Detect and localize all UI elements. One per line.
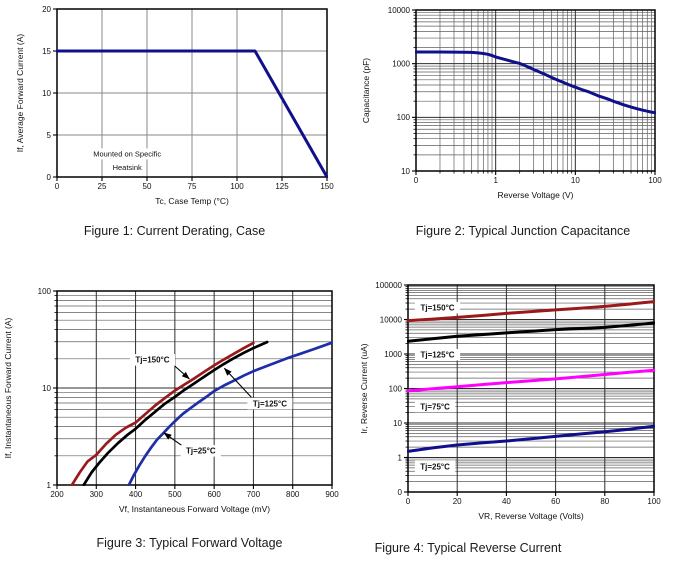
svg-text:Tj=150°C: Tj=150°C xyxy=(420,304,454,313)
svg-text:75: 75 xyxy=(188,182,197,191)
svg-text:Mounted on Specific: Mounted on Specific xyxy=(93,150,161,159)
svg-text:10: 10 xyxy=(571,176,580,185)
svg-text:0: 0 xyxy=(55,182,60,191)
svg-text:100000: 100000 xyxy=(375,281,402,290)
figure-4-reverse-current: 0 20 40 60 80 100 0 1 10 100 1000 10000 100000 VR, Re… xyxy=(349,270,697,555)
svg-text:20: 20 xyxy=(42,5,51,14)
svg-text:Ir, Reverse Current (uA): Ir, Reverse Current (uA) xyxy=(359,343,369,433)
svg-text:Vf, Instantaneous Forward Vol: Vf, Instantaneous Forward Voltage (mV) xyxy=(119,504,270,514)
figure-1-caption: Figure 1: Current Derating, Case xyxy=(83,224,266,238)
svg-text:0: 0 xyxy=(414,176,419,185)
svg-text:60: 60 xyxy=(551,497,560,506)
svg-text:800: 800 xyxy=(286,490,300,499)
svg-text:1: 1 xyxy=(493,176,498,185)
svg-text:1000: 1000 xyxy=(384,350,402,359)
svg-text:200: 200 xyxy=(50,490,64,499)
svg-text:10000: 10000 xyxy=(380,315,403,324)
svg-text:Tj=75°C: Tj=75°C xyxy=(420,402,450,411)
figure-1-current-derating: 0 25 50 75 100 125 150 0 5 10 15 20 Tc, Case Temp (°… xyxy=(0,0,349,238)
svg-text:500: 500 xyxy=(168,490,182,499)
svg-text:0: 0 xyxy=(398,488,403,497)
svg-text:Tc, Case Temp (°C): Tc, Case Temp (°C) xyxy=(155,196,229,206)
svg-text:If, Instantaneous Forward Curr: If, Instantaneous Forward Current (A) xyxy=(3,317,13,458)
svg-text:Tj=125°C: Tj=125°C xyxy=(253,400,287,409)
svg-text:10000: 10000 xyxy=(388,6,411,15)
svg-text:10: 10 xyxy=(401,167,410,176)
svg-text:Capacitance (pF): Capacitance (pF) xyxy=(361,58,371,123)
svg-text:100: 100 xyxy=(647,497,661,506)
svg-text:Tj=125°C: Tj=125°C xyxy=(420,351,454,360)
svg-text:Tj=25°C: Tj=25°C xyxy=(186,447,216,456)
svg-text:10: 10 xyxy=(42,89,51,98)
svg-text:50: 50 xyxy=(143,182,152,191)
figure-3-chart: 200 300 400 500 600 700 800 900 1 10 100 Vf, Instan… xyxy=(3,287,339,514)
svg-text:100: 100 xyxy=(648,176,662,185)
svg-text:0: 0 xyxy=(406,497,411,506)
svg-text:1000: 1000 xyxy=(392,59,410,68)
figure-1-chart: 0 25 50 75 100 125 150 0 5 10 15 20 Tc, Case Temp (°… xyxy=(15,5,334,206)
svg-text:100: 100 xyxy=(230,182,244,191)
svg-text:100: 100 xyxy=(389,384,403,393)
svg-text:600: 600 xyxy=(207,490,221,499)
svg-text:10: 10 xyxy=(42,384,51,393)
svg-text:0: 0 xyxy=(47,173,52,182)
svg-text:20: 20 xyxy=(453,497,462,506)
svg-text:40: 40 xyxy=(502,497,511,506)
figure-2-chart: 0 1 10 100 10 100 1000 10000 Reverse Voltage (V)… xyxy=(361,6,662,200)
svg-text:125: 125 xyxy=(275,182,289,191)
svg-text:VR, Reverse Voltage (Volts): VR, Reverse Voltage (Volts) xyxy=(478,511,584,521)
svg-text:300: 300 xyxy=(90,490,104,499)
svg-text:Heatsink: Heatsink xyxy=(113,163,142,172)
figure-2-junction-capacitance: 0 1 10 100 10 100 1000 10000 Reverse Voltage (V)… xyxy=(349,0,697,238)
svg-text:700: 700 xyxy=(247,490,261,499)
svg-text:Tj=25°C: Tj=25°C xyxy=(420,462,450,471)
svg-text:15: 15 xyxy=(42,47,51,56)
svg-text:25: 25 xyxy=(98,182,107,191)
svg-text:Tj=150°C: Tj=150°C xyxy=(135,356,169,365)
svg-text:1: 1 xyxy=(47,481,52,490)
svg-text:1: 1 xyxy=(398,453,403,462)
svg-text:400: 400 xyxy=(129,490,143,499)
svg-text:900: 900 xyxy=(325,490,339,499)
figure-4-caption: Figure 4: Typical Reverse Current xyxy=(374,541,562,555)
svg-text:5: 5 xyxy=(47,131,52,140)
svg-text:150: 150 xyxy=(320,182,334,191)
svg-text:80: 80 xyxy=(600,497,609,506)
svg-text:100: 100 xyxy=(397,113,411,122)
figure-2-caption: Figure 2: Typical Junction Capacitance xyxy=(415,224,631,238)
svg-text:100: 100 xyxy=(38,287,52,296)
figure-3-caption: Figure 3: Typical Forward Voltage xyxy=(96,536,283,550)
svg-text:If, Average Forward Current (A: If, Average Forward Current (A) xyxy=(15,34,25,153)
svg-text:Reverse Voltage (V): Reverse Voltage (V) xyxy=(497,190,573,200)
svg-text:10: 10 xyxy=(393,419,402,428)
figure-3-forward-voltage: 200 300 400 500 600 700 800 900 1 10 100 Vf, Instan… xyxy=(0,270,349,550)
